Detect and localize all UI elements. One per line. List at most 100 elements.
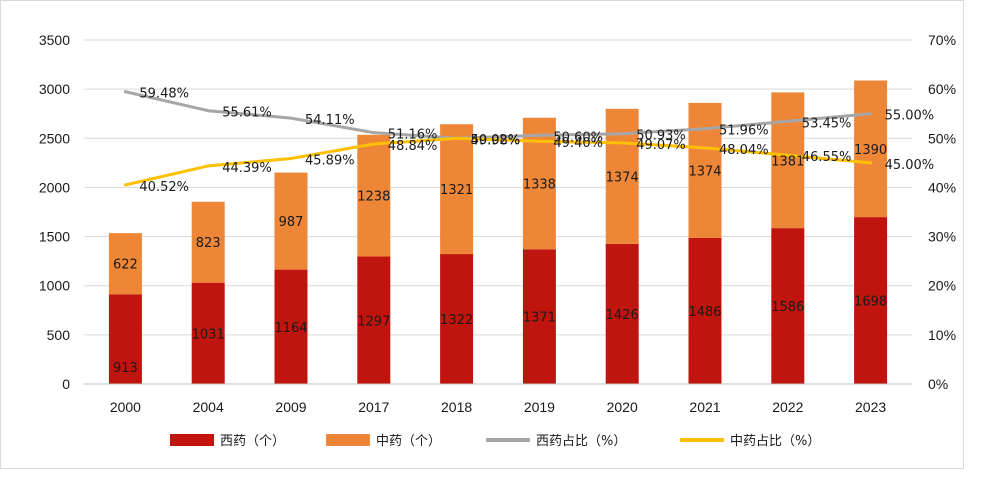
data-label-chinese-share: 40.52%: [139, 180, 189, 195]
bar-chinese: [854, 80, 888, 218]
point-chinese-share: [289, 156, 293, 160]
data-label-chinese: 1321: [440, 183, 473, 198]
data-label-western: 1322: [440, 313, 473, 328]
data-label-chinese-share: 44.39%: [222, 161, 272, 176]
bar-western: [771, 228, 805, 384]
x-tick-label: 2004: [193, 399, 224, 415]
label-layer: 913 622 1031 823 1164 987 1297 1238 1322 1321 1371…: [113, 87, 934, 376]
point-chinese-share: [703, 146, 707, 150]
data-label-chinese-share: 48.84%: [388, 139, 438, 154]
legend: 西药（个） 中药（个） 西药占比（%） 中药占比（%）: [170, 434, 820, 449]
data-label-western-share: 59.48%: [139, 87, 189, 102]
point-western-share: [786, 119, 790, 123]
data-label-western: 913: [113, 361, 138, 376]
x-tick-label: 2023: [855, 399, 886, 415]
bar-chinese: [688, 102, 722, 238]
data-label-western-share: 50.60%: [553, 130, 603, 145]
data-label-chinese: 987: [279, 215, 304, 230]
y-right-tick-label: 20%: [928, 278, 956, 294]
bar-layer: [108, 80, 888, 384]
point-western-share: [123, 90, 127, 94]
y-right-tick-label: 60%: [928, 81, 956, 97]
x-tick-label: 2020: [607, 399, 638, 415]
point-chinese-share: [620, 141, 624, 145]
x-tick-label: 2019: [524, 399, 555, 415]
point-chinese-share: [537, 139, 541, 143]
bar-chinese: [191, 201, 225, 283]
y-right-tick-label: 50%: [928, 130, 956, 146]
line-chinese-share: [123, 136, 873, 187]
y-right-tick-label: 40%: [928, 179, 956, 195]
point-chinese-share: [206, 164, 210, 168]
data-label-chinese: 1381: [771, 154, 804, 169]
line-western-share: [123, 90, 873, 140]
bar-western: [854, 217, 888, 384]
data-label-western-share: 51.96%: [719, 124, 769, 139]
bar-western: [108, 294, 142, 384]
legend-swatch-bar: [326, 434, 370, 446]
point-chinese-share: [455, 136, 459, 140]
bar-western: [357, 256, 391, 384]
point-western-share: [620, 132, 624, 136]
point-western-share: [703, 127, 707, 131]
line-layer: [123, 90, 873, 187]
legend-swatch-bar: [170, 434, 214, 446]
y-right-tick-label: 0%: [928, 376, 948, 392]
point-chinese-share: [123, 183, 127, 187]
data-label-western-share: 53.45%: [802, 116, 852, 131]
point-western-share: [537, 133, 541, 137]
legend-label: 西药占比（%）: [536, 434, 626, 449]
legend-label: 中药（个）: [376, 434, 441, 449]
y-left-tick-label: 3500: [39, 32, 70, 48]
data-label-western-share: 55.00%: [885, 109, 935, 124]
axis-layer: 0 500 1000 1500 2000 2500 3000 3500 0% 10% 20% 30% 4…: [39, 32, 956, 415]
y-left-tick-label: 0: [62, 376, 70, 392]
data-label-chinese-share: 49.07%: [636, 138, 686, 153]
bar-western: [688, 237, 722, 384]
point-western-share: [869, 112, 873, 116]
data-label-western-share: 55.61%: [222, 106, 272, 121]
legend-label: 中药占比（%）: [730, 434, 820, 449]
legend-label: 西药（个）: [220, 434, 285, 449]
x-tick-label: 2021: [689, 399, 720, 415]
x-tick-label: 2018: [441, 399, 472, 415]
data-label-western-share: 50.02%: [471, 133, 521, 148]
x-tick-label: 2000: [110, 399, 141, 415]
point-western-share: [289, 116, 293, 120]
data-label-western: 1586: [771, 300, 804, 315]
data-label-chinese-share: 45.00%: [885, 158, 935, 173]
data-label-western-share: 51.16%: [388, 128, 438, 143]
data-label-chinese: 823: [196, 236, 221, 251]
data-label-chinese-share: 48.04%: [719, 143, 769, 158]
bar-chinese: [357, 134, 391, 257]
data-label-chinese: 1390: [854, 143, 887, 158]
bar-western: [191, 282, 225, 384]
bar-western: [522, 249, 556, 384]
bar-chinese: [605, 108, 639, 244]
data-label-chinese: 1338: [523, 177, 556, 192]
bar-chinese: [771, 92, 805, 229]
bar-western: [440, 254, 474, 384]
y-right-tick-label: 30%: [928, 229, 956, 245]
data-label-western: 1698: [854, 295, 887, 310]
bar-western: [274, 269, 308, 384]
data-label-western: 1426: [606, 308, 639, 323]
y-left-tick-label: 2000: [39, 179, 70, 195]
data-label-western: 1486: [688, 305, 721, 320]
point-chinese-share: [869, 161, 873, 165]
x-tick-label: 2017: [358, 399, 389, 415]
y-left-tick-label: 1500: [39, 229, 70, 245]
chart-frame: [0, 0, 964, 469]
data-label-chinese-share: 46.55%: [802, 150, 852, 165]
bar-chinese: [440, 124, 474, 255]
y-right-tick-label: 10%: [928, 327, 956, 343]
bar-western: [605, 243, 639, 384]
y-left-tick-label: 2500: [39, 130, 70, 146]
data-label-western-share: 50.93%: [636, 129, 686, 144]
point-chinese-share: [786, 153, 790, 157]
bar-chinese: [274, 172, 308, 270]
y-left-tick-label: 1000: [39, 278, 70, 294]
data-label-western: 1371: [523, 311, 556, 326]
